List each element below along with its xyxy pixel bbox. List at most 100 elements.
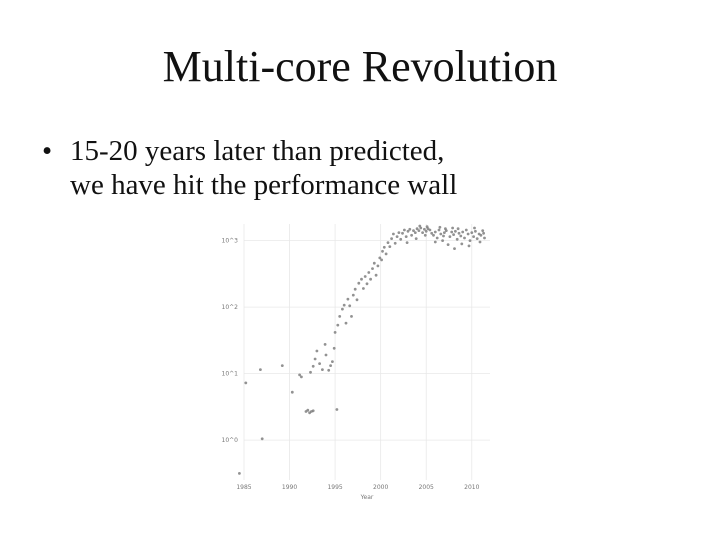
data-point bbox=[395, 235, 399, 238]
data-point bbox=[408, 227, 412, 231]
y-axis: 10^0 10^1 10^2 10^3 bbox=[222, 238, 239, 444]
data-point bbox=[414, 237, 418, 240]
x-tick-label: 2010 bbox=[464, 484, 479, 491]
data-point bbox=[311, 409, 315, 413]
data-point bbox=[335, 408, 339, 411]
data-point bbox=[298, 373, 301, 377]
data-point bbox=[418, 224, 422, 228]
data-point bbox=[438, 225, 442, 229]
data-point bbox=[360, 277, 363, 281]
data-point bbox=[475, 237, 479, 240]
data-point bbox=[341, 307, 344, 311]
data-point bbox=[393, 241, 397, 245]
slide-title: Multi-core Revolution bbox=[162, 42, 558, 91]
data-point bbox=[336, 323, 340, 327]
data-point bbox=[466, 232, 470, 236]
data-point bbox=[388, 245, 392, 248]
data-point bbox=[333, 331, 337, 334]
data-point bbox=[376, 264, 380, 268]
data-point bbox=[332, 346, 336, 350]
data-point bbox=[463, 236, 466, 240]
x-tick-label: 1995 bbox=[327, 484, 342, 491]
bullet-marker: • bbox=[42, 135, 53, 167]
data-point bbox=[327, 368, 331, 372]
data-point bbox=[450, 230, 454, 234]
data-point bbox=[439, 232, 443, 236]
data-point bbox=[468, 239, 472, 242]
data-point bbox=[397, 231, 401, 234]
data-point bbox=[454, 229, 457, 233]
data-point bbox=[357, 281, 361, 285]
data-point bbox=[461, 230, 465, 234]
data-point bbox=[350, 315, 353, 318]
data-point bbox=[386, 241, 390, 244]
data-point bbox=[318, 362, 321, 365]
data-point bbox=[417, 229, 421, 232]
data-point bbox=[324, 353, 328, 357]
data-point bbox=[452, 233, 455, 236]
data-point bbox=[423, 227, 426, 231]
data-point bbox=[342, 303, 346, 307]
data-point bbox=[374, 273, 378, 277]
data-point bbox=[478, 240, 482, 244]
data-point bbox=[351, 293, 355, 297]
data-point bbox=[451, 226, 454, 230]
data-point bbox=[244, 381, 248, 385]
data-point bbox=[315, 349, 319, 353]
data-point bbox=[457, 231, 461, 235]
data-point bbox=[323, 343, 327, 346]
data-point bbox=[321, 368, 324, 371]
data-point bbox=[433, 230, 437, 234]
data-point bbox=[390, 237, 393, 240]
data-point bbox=[355, 298, 359, 302]
data-point bbox=[381, 249, 384, 253]
data-point bbox=[455, 237, 459, 241]
data-point bbox=[405, 241, 409, 244]
data-point bbox=[428, 228, 432, 232]
data-point bbox=[412, 229, 415, 232]
x-tick-label: 2005 bbox=[419, 484, 434, 491]
data-point bbox=[442, 234, 445, 238]
data-point bbox=[464, 228, 468, 232]
data-point bbox=[481, 229, 485, 232]
data-points bbox=[238, 224, 486, 475]
data-point bbox=[448, 235, 452, 238]
bullet-list: • 15-20 years later than predicted, we h… bbox=[42, 134, 682, 202]
data-point bbox=[446, 243, 450, 246]
data-point bbox=[467, 244, 471, 248]
data-point bbox=[311, 364, 315, 368]
data-point bbox=[346, 297, 350, 301]
data-point bbox=[313, 357, 317, 361]
data-point bbox=[444, 227, 447, 231]
data-point bbox=[392, 232, 395, 236]
chart-grid bbox=[243, 224, 490, 480]
data-point bbox=[406, 229, 410, 233]
data-point bbox=[415, 227, 419, 231]
bullet-item: • 15-20 years later than predicted, we h… bbox=[42, 134, 682, 202]
data-point bbox=[348, 304, 352, 308]
data-point bbox=[367, 271, 371, 274]
data-point bbox=[482, 231, 485, 235]
data-point bbox=[460, 242, 464, 246]
data-point bbox=[472, 235, 475, 238]
data-point bbox=[238, 472, 241, 475]
data-point bbox=[260, 437, 264, 441]
x-axis: 1985 1990 1995 2000 2005 2010 bbox=[236, 484, 479, 491]
data-point bbox=[369, 277, 372, 281]
bullet-line: 15-20 years later than predicted, bbox=[70, 135, 445, 167]
data-point bbox=[380, 258, 383, 262]
data-point bbox=[404, 235, 408, 238]
data-point bbox=[421, 231, 424, 234]
data-point bbox=[432, 233, 435, 237]
data-point bbox=[413, 231, 417, 234]
data-point bbox=[331, 360, 334, 363]
data-point bbox=[443, 231, 446, 234]
data-point bbox=[401, 231, 404, 235]
data-point bbox=[474, 229, 477, 233]
data-point bbox=[372, 261, 376, 265]
data-point bbox=[433, 240, 437, 244]
data-point bbox=[453, 247, 456, 250]
data-point bbox=[410, 233, 413, 237]
data-point bbox=[259, 368, 262, 371]
data-point bbox=[290, 390, 294, 394]
